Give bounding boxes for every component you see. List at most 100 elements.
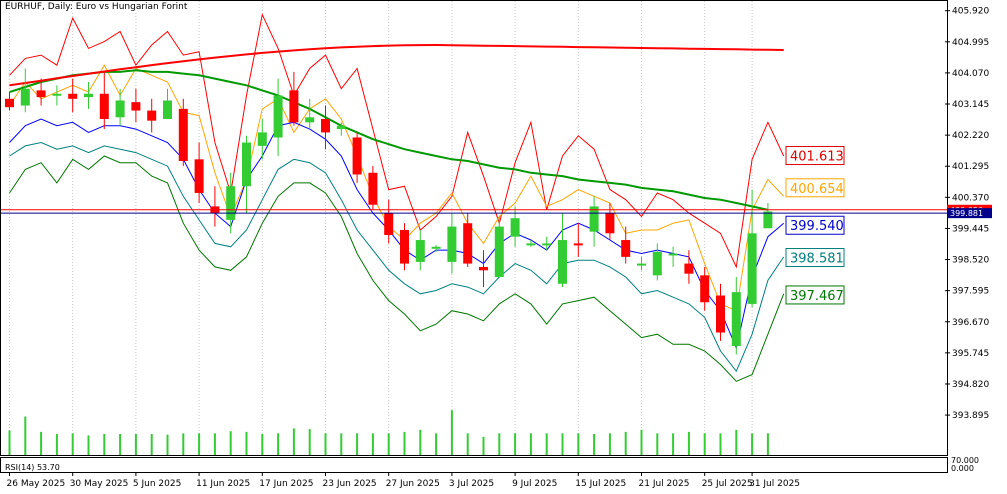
- y-tick-label: 393.895: [952, 411, 989, 421]
- candle-bear: [131, 102, 141, 111]
- candle-bull: [52, 93, 62, 96]
- candle-bull: [163, 100, 172, 119]
- price-line-tag: [947, 208, 992, 219]
- candle-bull: [415, 240, 425, 262]
- candle-bull: [589, 206, 599, 232]
- y-tick-label: 401.295: [952, 162, 989, 172]
- x-tick-label: 11 Jun 2025: [196, 479, 250, 489]
- envelope-red-line: [9, 13, 785, 269]
- x-tick-label: 30 May 2025: [70, 479, 129, 489]
- level-box: [785, 215, 845, 235]
- x-tick-label: 23 Jun 2025: [323, 479, 377, 489]
- level-label: 399.540: [790, 219, 844, 234]
- candle-bear: [352, 137, 362, 175]
- y-tick-label: 404.070: [952, 69, 989, 79]
- x-tick-label: 15 Jul 2025: [575, 479, 626, 489]
- rsi-plot-frame: [0, 457, 948, 473]
- x-tick-label: 31 Jul 2025: [749, 479, 800, 489]
- candle-bull: [510, 218, 520, 237]
- candle-bull: [747, 233, 757, 304]
- envelope-green-line: [9, 155, 785, 382]
- y-tick-label: 395.745: [952, 349, 989, 359]
- rsi-label: RSI(14) 53.70: [5, 463, 60, 472]
- x-tick-label: 5 Jun 2025: [133, 479, 181, 489]
- candle-bear: [178, 108, 188, 162]
- candle-bear: [479, 266, 488, 271]
- candle-bear: [463, 223, 473, 264]
- candle-bear: [684, 263, 694, 274]
- candle-bear: [716, 295, 725, 333]
- y-tick-label: 399.445: [952, 224, 989, 234]
- chart-title: EURHUF, Daily: Euro vs Hungarian Forint: [5, 2, 188, 12]
- rsi-level-70: 70.000: [951, 456, 979, 465]
- candle-bear: [700, 275, 710, 303]
- candle-bull: [273, 95, 283, 138]
- candle-bear: [289, 90, 299, 123]
- candle-bull: [242, 142, 251, 187]
- y-tick-label: 404.995: [952, 38, 989, 48]
- y-tick-label: 400.370: [952, 193, 989, 203]
- level-box: [785, 247, 845, 267]
- level-label: 398.581: [790, 251, 844, 266]
- candle-bull: [226, 186, 236, 220]
- candle-bull: [763, 211, 773, 229]
- y-tick-label: 397.595: [952, 287, 989, 297]
- candle-bull: [84, 93, 93, 98]
- moving-average-long: [9, 43, 784, 87]
- candle-bull: [558, 240, 567, 284]
- level-label: 400.654: [790, 182, 844, 197]
- candle-bull: [652, 251, 662, 276]
- candle-bull: [731, 292, 741, 346]
- candle-bear: [99, 93, 109, 119]
- y-tick-label: 394.820: [952, 380, 989, 390]
- candle-bear: [194, 159, 204, 193]
- x-tick-label: 21 Jul 2025: [639, 479, 690, 489]
- y-tick-label: 405.920: [952, 7, 989, 17]
- x-tick-label: 17 Jun 2025: [259, 479, 313, 489]
- candle-bull: [494, 226, 504, 278]
- candle-bull: [668, 253, 678, 256]
- candle-bear: [384, 213, 394, 235]
- candle-bear: [36, 90, 46, 98]
- candle-bull: [447, 226, 457, 262]
- candle-bull: [431, 246, 441, 249]
- y-tick-label: 403.145: [952, 100, 989, 110]
- envelope-teal-line: [9, 141, 785, 373]
- candle-bull: [257, 132, 267, 146]
- candle-bull: [526, 243, 536, 246]
- level-box: [785, 146, 845, 166]
- candle-bear: [5, 98, 14, 108]
- moving-average-mid: [9, 69, 769, 211]
- candle-bear: [68, 93, 78, 99]
- x-tick-label: 25 Jul 2025: [702, 479, 753, 489]
- price-line-label: 399.881: [950, 209, 983, 218]
- y-tick-label: 396.670: [952, 318, 989, 328]
- candle-bear: [400, 229, 409, 264]
- candle-bull: [637, 263, 646, 266]
- candle-bull: [336, 125, 346, 130]
- x-tick-label: 9 Jul 2025: [512, 479, 557, 489]
- candle-bull: [542, 243, 552, 246]
- level-label: 401.613: [790, 150, 844, 165]
- level-box: [785, 285, 845, 305]
- candle-bear: [605, 213, 615, 234]
- y-tick-label: 402.220: [952, 131, 989, 141]
- candle-bull: [115, 100, 125, 118]
- level-label: 397.467: [790, 289, 844, 304]
- candle-bear: [368, 172, 378, 205]
- rsi-level-0: 0.000: [951, 464, 974, 473]
- candle-bear: [621, 240, 631, 257]
- x-tick-label: 3 Jul 2025: [449, 479, 494, 489]
- level-box: [785, 178, 845, 198]
- y-tick-label: 398.520: [952, 256, 989, 266]
- envelope-blue-line: [9, 118, 785, 350]
- x-tick-label: 26 May 2025: [7, 479, 66, 489]
- x-tick-label: 27 Jun 2025: [386, 479, 440, 489]
- candle-bear: [147, 110, 157, 121]
- candle-bull: [20, 88, 30, 106]
- candle-bear: [321, 118, 330, 133]
- candle-bull: [305, 117, 315, 123]
- candle-bear: [573, 243, 583, 246]
